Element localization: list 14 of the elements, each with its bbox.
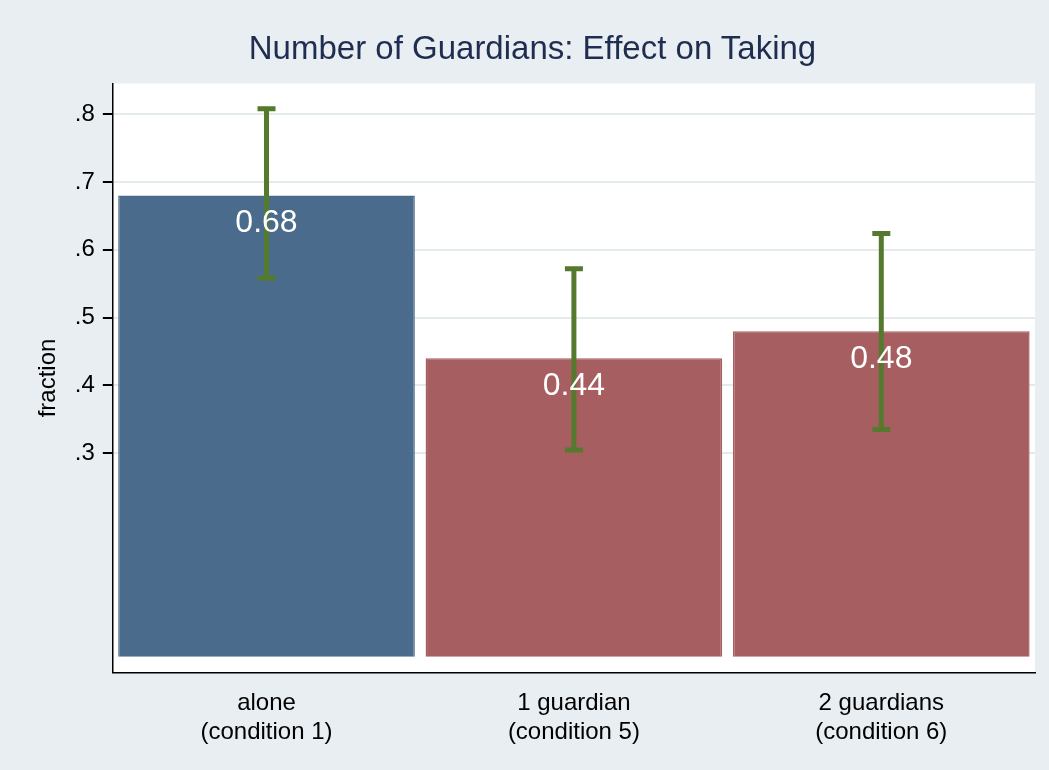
data-label: 0.68 [235, 203, 298, 240]
x-tick-label: 1 guardian (condition 5) [507, 688, 640, 745]
y-tick-label: .4 [74, 370, 95, 398]
y-tick-label: .5 [74, 302, 95, 330]
data-label: 0.44 [542, 366, 606, 403]
x-tick-label: alone (condition 1) [200, 688, 333, 745]
data-label: 0.48 [850, 339, 913, 376]
y-axis-title: fraction [33, 338, 61, 418]
y-tick-label: .7 [74, 166, 95, 194]
y-tick-label: .8 [74, 98, 95, 126]
y-tick-label: .6 [74, 234, 95, 262]
x-tick-label: 2 guardians (condition 6) [815, 688, 948, 745]
chart-title: Number of Guardians: Effect on Taking [248, 28, 817, 66]
y-tick-label: .3 [74, 437, 95, 465]
